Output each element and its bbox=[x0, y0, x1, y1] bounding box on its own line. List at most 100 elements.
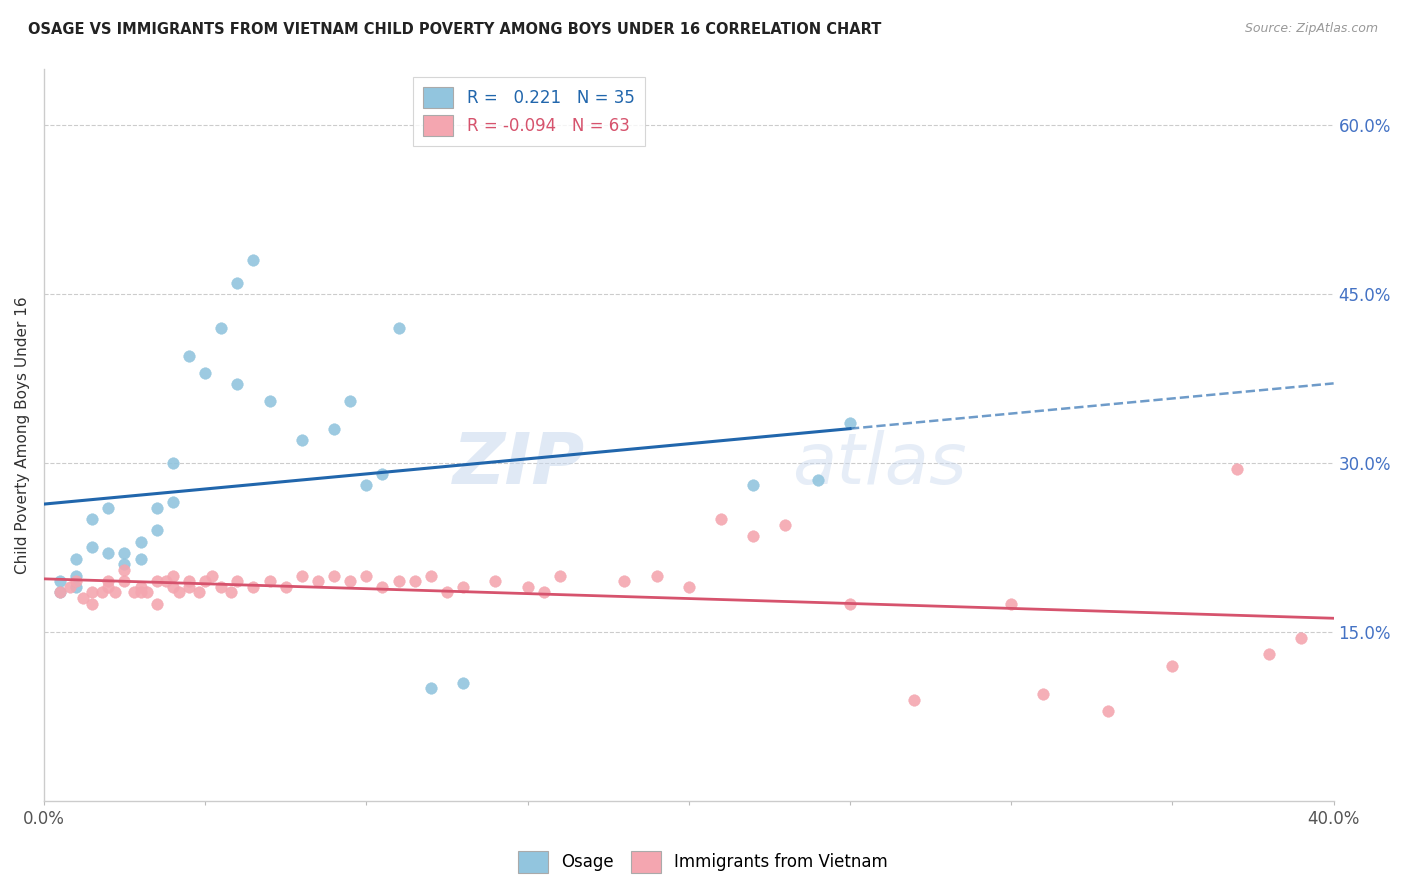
Point bbox=[242, 580, 264, 594]
Point bbox=[82, 541, 104, 555]
Point bbox=[177, 574, 200, 589]
Point bbox=[145, 597, 167, 611]
Point bbox=[419, 568, 441, 582]
Point bbox=[72, 591, 94, 606]
Point bbox=[177, 349, 200, 363]
Point bbox=[194, 366, 217, 380]
Point bbox=[162, 495, 184, 509]
Point bbox=[65, 580, 87, 594]
Point bbox=[49, 574, 72, 589]
Point bbox=[114, 558, 136, 572]
Point bbox=[678, 580, 700, 594]
Point bbox=[226, 276, 249, 290]
Point bbox=[645, 568, 668, 582]
Point bbox=[451, 675, 474, 690]
Point bbox=[162, 568, 184, 582]
Point bbox=[226, 574, 249, 589]
Point bbox=[136, 585, 159, 599]
Point bbox=[291, 568, 314, 582]
Point bbox=[114, 563, 136, 577]
Point bbox=[97, 580, 120, 594]
Point bbox=[82, 512, 104, 526]
Point bbox=[97, 500, 120, 515]
Point bbox=[274, 580, 297, 594]
Point bbox=[242, 253, 264, 268]
Point bbox=[371, 467, 394, 482]
Point bbox=[145, 500, 167, 515]
Point bbox=[209, 320, 232, 334]
Point bbox=[419, 681, 441, 696]
Point bbox=[613, 574, 636, 589]
Point bbox=[82, 585, 104, 599]
Point bbox=[162, 456, 184, 470]
Point bbox=[49, 585, 72, 599]
Point bbox=[155, 574, 177, 589]
Point bbox=[307, 574, 329, 589]
Point bbox=[742, 529, 765, 543]
Point bbox=[82, 597, 104, 611]
Point bbox=[129, 551, 152, 566]
Point bbox=[59, 580, 82, 594]
Point bbox=[839, 417, 862, 431]
Point bbox=[323, 422, 346, 436]
Point bbox=[436, 585, 458, 599]
Point bbox=[169, 585, 191, 599]
Point bbox=[387, 574, 409, 589]
Point bbox=[194, 574, 217, 589]
Point bbox=[129, 534, 152, 549]
Point bbox=[122, 585, 145, 599]
Point bbox=[49, 585, 72, 599]
Point bbox=[356, 478, 378, 492]
Point bbox=[387, 320, 409, 334]
Point bbox=[839, 597, 862, 611]
Point bbox=[97, 546, 120, 560]
Point bbox=[65, 568, 87, 582]
Point bbox=[807, 473, 830, 487]
Point bbox=[259, 574, 281, 589]
Point bbox=[1000, 597, 1022, 611]
Point bbox=[516, 580, 538, 594]
Point bbox=[339, 393, 361, 408]
Point bbox=[65, 551, 87, 566]
Point bbox=[339, 574, 361, 589]
Point bbox=[548, 568, 571, 582]
Point bbox=[451, 580, 474, 594]
Point bbox=[1032, 687, 1054, 701]
Point bbox=[200, 568, 222, 582]
Point bbox=[371, 580, 394, 594]
Legend: R =   0.221   N = 35, R = -0.094   N = 63: R = 0.221 N = 35, R = -0.094 N = 63 bbox=[413, 77, 644, 146]
Point bbox=[129, 585, 152, 599]
Point bbox=[114, 574, 136, 589]
Point bbox=[90, 585, 112, 599]
Point bbox=[1291, 631, 1313, 645]
Point bbox=[65, 574, 87, 589]
Point bbox=[187, 585, 209, 599]
Text: atlas: atlas bbox=[792, 430, 966, 499]
Point bbox=[145, 524, 167, 538]
Legend: Osage, Immigrants from Vietnam: Osage, Immigrants from Vietnam bbox=[512, 845, 894, 880]
Point bbox=[710, 512, 733, 526]
Point bbox=[162, 580, 184, 594]
Point bbox=[1161, 658, 1184, 673]
Point bbox=[129, 580, 152, 594]
Point bbox=[97, 574, 120, 589]
Point bbox=[219, 585, 242, 599]
Point bbox=[1226, 461, 1249, 475]
Point bbox=[114, 546, 136, 560]
Text: Source: ZipAtlas.com: Source: ZipAtlas.com bbox=[1244, 22, 1378, 36]
Point bbox=[533, 585, 555, 599]
Point bbox=[177, 580, 200, 594]
Point bbox=[903, 692, 925, 706]
Point bbox=[259, 393, 281, 408]
Point bbox=[291, 434, 314, 448]
Point bbox=[323, 568, 346, 582]
Y-axis label: Child Poverty Among Boys Under 16: Child Poverty Among Boys Under 16 bbox=[15, 296, 30, 574]
Point bbox=[1097, 704, 1119, 718]
Point bbox=[1258, 648, 1281, 662]
Point bbox=[484, 574, 506, 589]
Point bbox=[226, 377, 249, 392]
Point bbox=[742, 478, 765, 492]
Point bbox=[356, 568, 378, 582]
Text: OSAGE VS IMMIGRANTS FROM VIETNAM CHILD POVERTY AMONG BOYS UNDER 16 CORRELATION C: OSAGE VS IMMIGRANTS FROM VIETNAM CHILD P… bbox=[28, 22, 882, 37]
Point bbox=[209, 580, 232, 594]
